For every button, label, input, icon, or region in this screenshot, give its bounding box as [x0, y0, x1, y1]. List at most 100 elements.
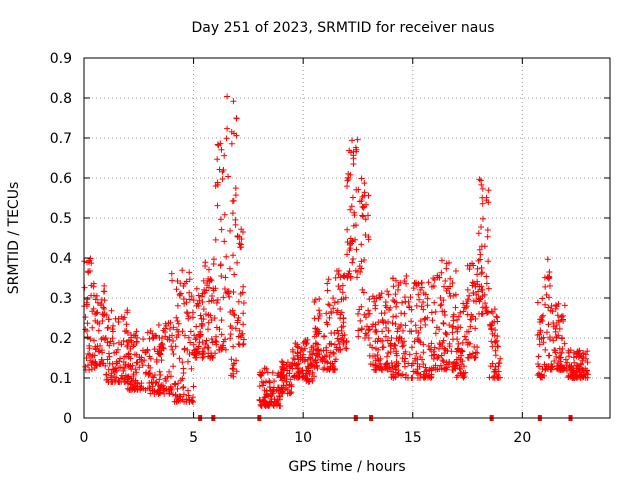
data-point	[221, 211, 228, 218]
data-point	[428, 340, 435, 347]
data-point	[483, 194, 490, 201]
data-point	[353, 146, 360, 153]
data-point	[542, 283, 549, 290]
data-point	[306, 348, 313, 355]
data-point	[231, 360, 238, 367]
data-point	[234, 317, 241, 324]
data-point	[369, 353, 376, 360]
data-point	[573, 373, 580, 380]
data-point	[310, 343, 317, 350]
data-point	[359, 286, 366, 293]
chart-title: Day 251 of 2023, SRMTID for receiver nau…	[191, 20, 494, 36]
data-point	[466, 351, 473, 358]
data-point	[229, 210, 236, 217]
data-point	[280, 382, 287, 389]
data-point	[382, 298, 389, 305]
data-point	[181, 332, 188, 339]
data-point	[139, 362, 146, 369]
data-point	[85, 362, 92, 369]
data-point	[174, 318, 181, 325]
data-point	[367, 361, 374, 368]
data-point	[352, 236, 359, 243]
data-point	[198, 293, 205, 300]
y-tick-label: 0.7	[50, 131, 72, 147]
data-point	[221, 152, 228, 159]
data-point	[175, 328, 182, 335]
data-point	[553, 333, 560, 340]
data-point	[534, 299, 541, 306]
data-point	[138, 354, 145, 361]
data-point	[344, 238, 351, 245]
data-point	[478, 270, 485, 277]
data-point	[218, 146, 225, 153]
data-point	[414, 360, 421, 367]
x-tick-label: 15	[404, 430, 422, 446]
data-point	[571, 359, 578, 366]
data-point	[335, 346, 342, 353]
data-point	[563, 367, 570, 374]
data-point	[485, 258, 492, 265]
data-point	[184, 358, 191, 365]
data-point	[561, 340, 568, 347]
data-point	[208, 316, 215, 323]
data-point	[350, 256, 357, 263]
data-point	[400, 342, 407, 349]
data-point	[426, 346, 433, 353]
data-point	[85, 350, 92, 357]
data-point	[484, 233, 491, 240]
data-point	[240, 299, 247, 306]
data-point	[170, 337, 177, 344]
data-point	[320, 333, 327, 340]
data-point	[218, 317, 225, 324]
data-point	[366, 310, 373, 317]
data-point	[553, 322, 560, 329]
data-point	[437, 362, 444, 369]
data-point	[230, 197, 237, 204]
data-point	[337, 274, 344, 281]
data-point	[109, 335, 116, 342]
data-point	[367, 342, 374, 349]
data-point	[495, 343, 502, 350]
data-point	[554, 360, 561, 367]
data-point	[97, 360, 104, 367]
data-point	[173, 398, 180, 405]
data-point	[216, 326, 223, 333]
data-point	[184, 310, 191, 317]
data-point	[578, 361, 585, 368]
data-point	[428, 374, 435, 381]
data-point	[319, 354, 326, 361]
data-point	[386, 364, 393, 371]
data-point	[475, 257, 482, 264]
data-point	[457, 309, 464, 316]
data-point	[179, 328, 186, 335]
data-point	[538, 314, 545, 321]
data-point	[424, 302, 431, 309]
y-tick-label: 0.4	[50, 251, 72, 267]
data-point	[365, 327, 372, 334]
data-point	[286, 382, 293, 389]
y-tick-label: 0.3	[50, 291, 72, 307]
data-point	[542, 301, 549, 308]
data-point	[240, 283, 247, 290]
data-point	[123, 321, 130, 328]
data-point	[158, 335, 165, 342]
data-point	[449, 329, 456, 336]
data-point	[210, 297, 217, 304]
data-point	[492, 326, 499, 333]
data-point	[443, 359, 450, 366]
data-point	[388, 360, 395, 367]
data-point	[267, 379, 274, 386]
data-point	[390, 275, 397, 282]
data-point	[169, 332, 176, 339]
data-point	[393, 303, 400, 310]
data-point	[88, 260, 95, 267]
data-point	[385, 327, 392, 334]
data-point	[121, 364, 128, 371]
data-point	[150, 374, 157, 381]
data-point	[434, 355, 441, 362]
data-point	[390, 313, 397, 320]
data-point	[295, 344, 302, 351]
data-point	[474, 271, 481, 278]
data-point	[396, 334, 403, 341]
data-point	[167, 384, 174, 391]
